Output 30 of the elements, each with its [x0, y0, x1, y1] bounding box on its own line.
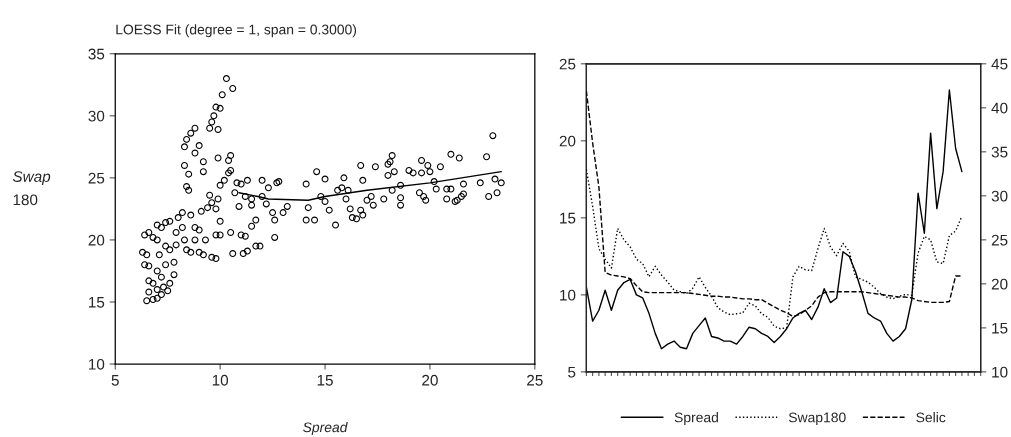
legend-label: Swap180 [788, 412, 846, 426]
y2-tick-label: 25 [991, 234, 1008, 246]
legend-label: Spread [674, 412, 718, 426]
y-tick-label: 10 [560, 289, 576, 301]
chart-title: LOESS Fit (degree = 1, span = 0.3000) [116, 24, 357, 38]
x-tick-label: 5 [111, 375, 119, 386]
y2-tick-label: 30 [991, 190, 1008, 202]
y-tick-label: 35 [88, 48, 105, 60]
legend-label: Selic [916, 412, 946, 423]
y-tick-label: 10 [89, 358, 105, 370]
y2-tick-label: 40 [991, 102, 1008, 114]
y-tick-label: 20 [559, 135, 576, 147]
y2-tick-label: 10 [992, 366, 1008, 378]
y-tick-label: 5 [568, 366, 576, 378]
x-tick-label: 20 [422, 374, 438, 386]
x-tick-label: 10 [212, 374, 229, 386]
y2-tick-label: 20 [991, 278, 1008, 290]
y2-tick-label: 15 [992, 322, 1008, 334]
y2-tick-label: 45 [991, 58, 1008, 70]
y-tick-label: 25 [559, 58, 576, 70]
y-tick-label: 25 [88, 172, 105, 184]
y2-tick-label: 35 [991, 146, 1008, 158]
y-tick-label: 20 [88, 234, 105, 246]
y-tick-label: 30 [88, 110, 105, 122]
y-tick-label: 15 [560, 212, 576, 224]
x-axis-title: Spread [303, 422, 348, 435]
x-tick-label: 15 [317, 375, 333, 386]
x-tick-label: 25 [527, 374, 543, 386]
y-axis-title: Swap 180 [12, 171, 51, 206]
y-tick-label: 15 [89, 296, 105, 308]
